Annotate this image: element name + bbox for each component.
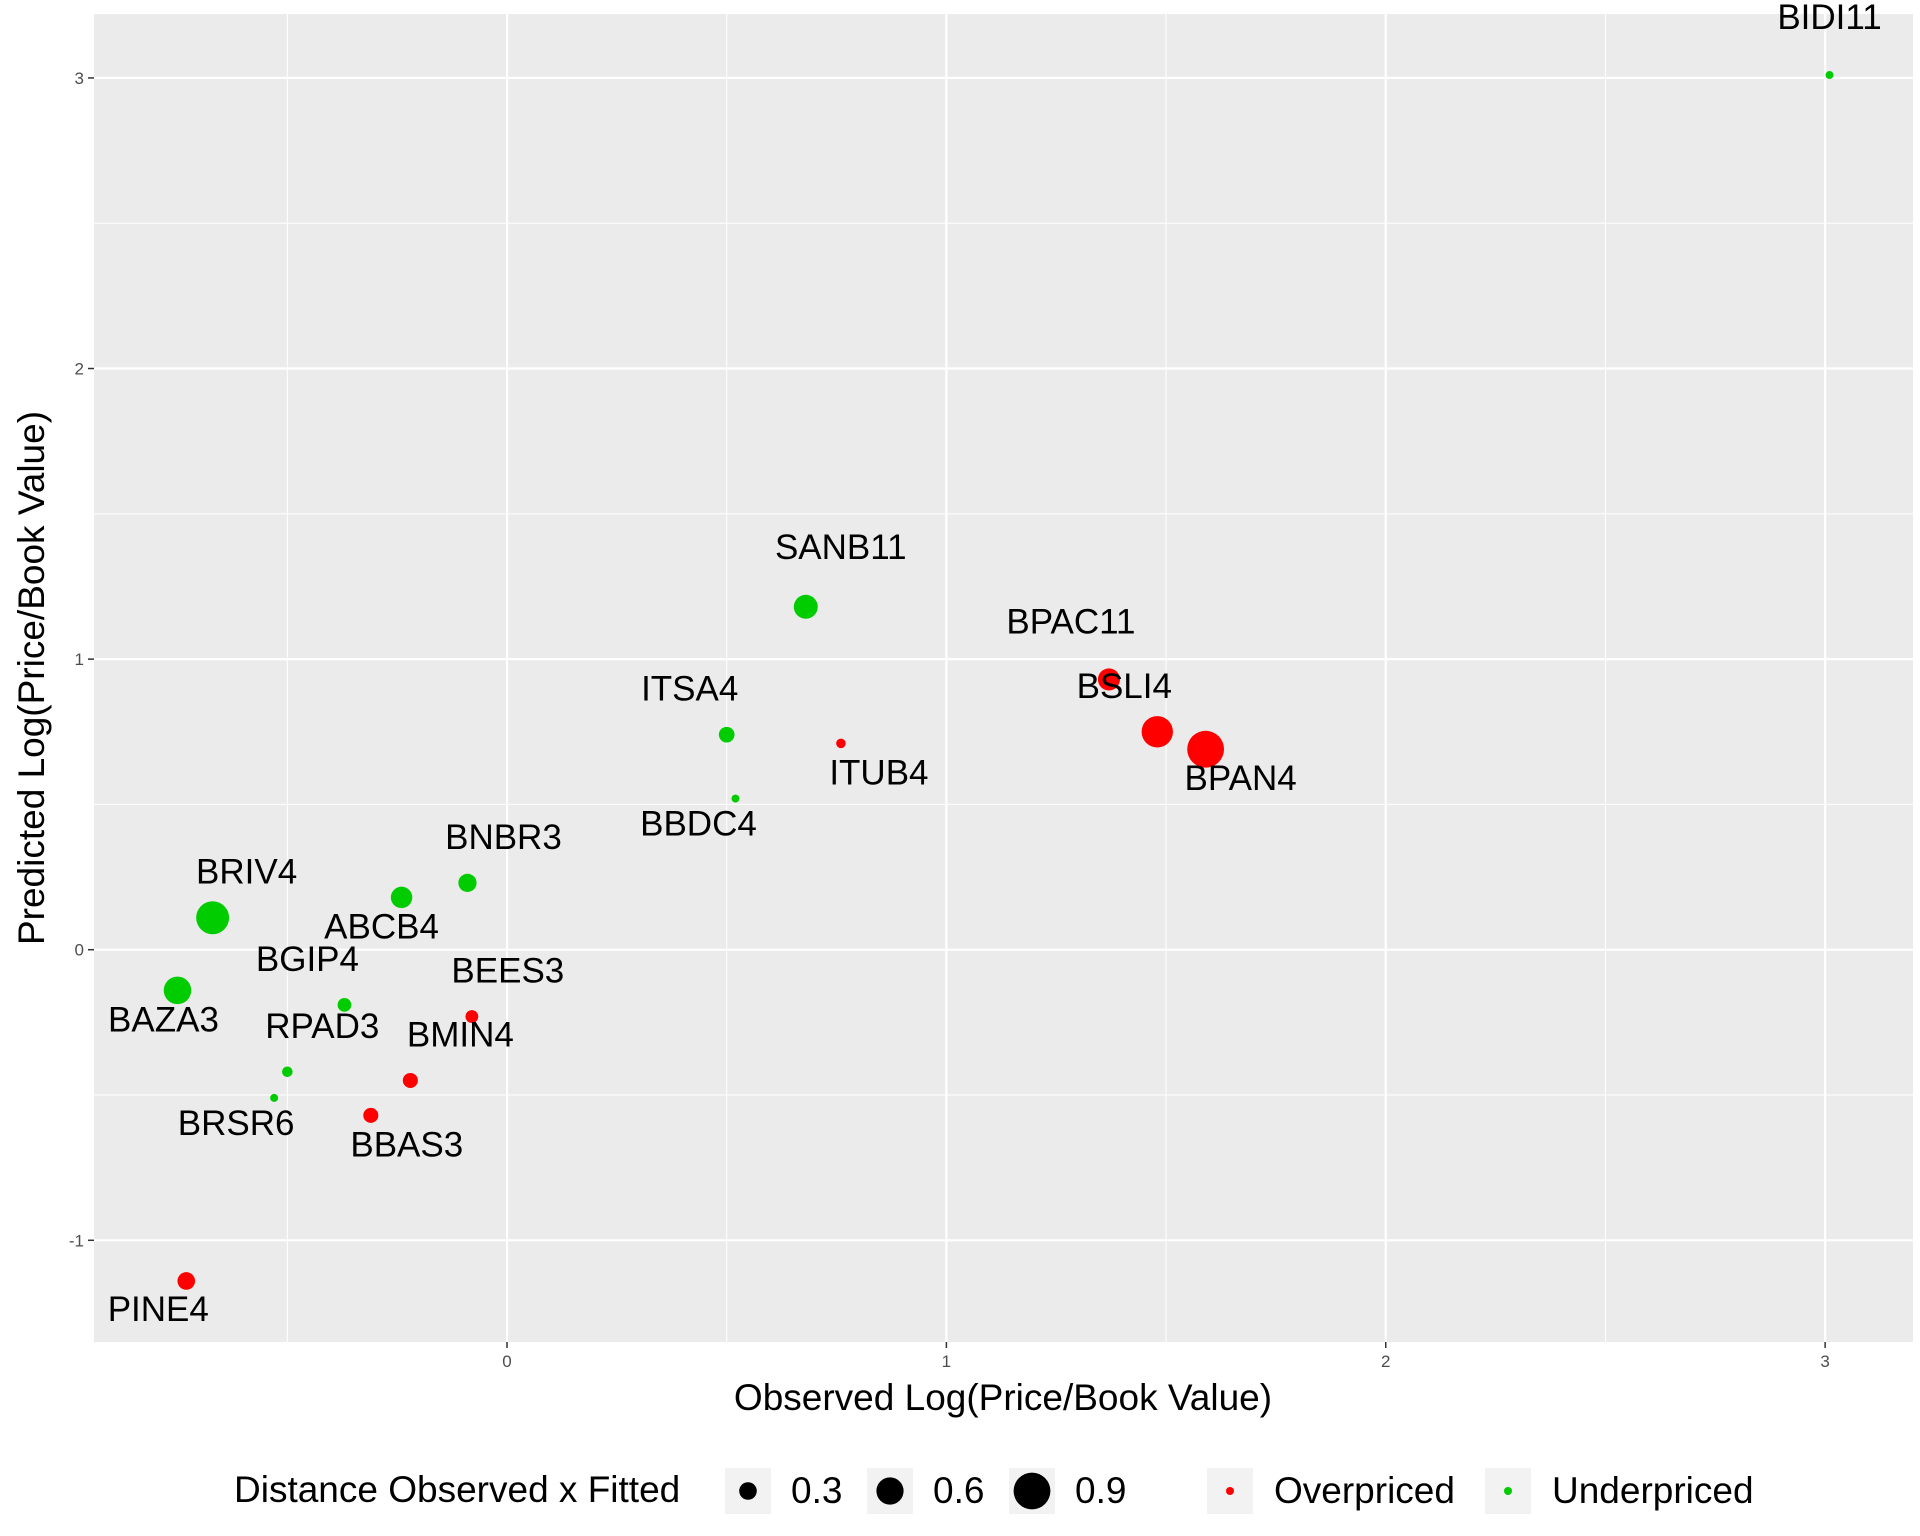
data-point-pine4 <box>177 1272 196 1290</box>
point-label-bsli4: BSLI4 <box>1077 667 1172 706</box>
point-label-abcb4: ABCB4 <box>324 907 439 946</box>
point-label-bees3: BEES3 <box>451 952 564 991</box>
data-point-bsli4 <box>1141 716 1173 748</box>
plot-panel <box>94 14 1913 1342</box>
y-tick-label: 2 <box>75 360 84 379</box>
color-legend-label-underpriced: Underpriced <box>1552 1470 1754 1511</box>
x-axis-ticks: 0 1 2 3 <box>502 1342 1830 1371</box>
data-point-bpan4 <box>1187 730 1225 768</box>
size-legend-label: 0.3 <box>791 1470 842 1511</box>
data-point-itsa4 <box>718 726 735 743</box>
y-tick-label: 0 <box>75 941 84 960</box>
data-point-briv4 <box>196 901 230 935</box>
x-axis-title: Observed Log(Price/Book Value) <box>734 1377 1272 1418</box>
data-points <box>163 71 1834 1290</box>
point-label-baza3: BAZA3 <box>108 1000 219 1039</box>
data-point-bidi11 <box>1825 71 1834 80</box>
point-label-bidi11: BIDI11 <box>1777 0 1881 37</box>
size-legend-label: 0.9 <box>1075 1470 1126 1511</box>
size-legend-key-1 <box>876 1477 904 1505</box>
point-label-bmin4: BMIN4 <box>407 1015 514 1054</box>
data-point-abcb4 <box>390 886 413 909</box>
data-point-baza3 <box>163 976 192 1005</box>
point-label-brsr6: BRSR6 <box>178 1104 295 1143</box>
x-tick-label: 2 <box>1381 1352 1390 1371</box>
x-tick-label: 1 <box>942 1352 951 1371</box>
x-tick-label: 3 <box>1820 1352 1829 1371</box>
size-legend-key-0 <box>739 1482 757 1500</box>
y-axis-ticks: -1 0 1 2 3 <box>69 69 94 1250</box>
data-point-sanb11 <box>793 594 818 619</box>
size-legend-label: 0.6 <box>933 1470 984 1511</box>
data-point-bgip4 <box>337 998 352 1012</box>
data-point-itub4 <box>836 738 846 749</box>
color-legend-label-overpriced: Overpriced <box>1274 1470 1455 1511</box>
y-tick-label: -1 <box>69 1231 84 1250</box>
point-label-bnbr3: BNBR3 <box>445 818 562 857</box>
minor-grid <box>94 14 1913 1342</box>
size-legend-title: Distance Observed x Fitted <box>234 1469 680 1510</box>
color-legend-key-underpriced <box>1504 1487 1512 1495</box>
major-grid <box>94 14 1913 1342</box>
point-label-bbdc4: BBDC4 <box>640 805 757 844</box>
data-point-bmin4 <box>402 1072 418 1088</box>
y-tick-label: 1 <box>75 650 84 669</box>
data-point-bnbr3 <box>458 873 477 892</box>
size-legend-key-2 <box>1013 1472 1051 1510</box>
data-point-bbdc4 <box>731 794 740 803</box>
x-tick-label: 0 <box>502 1352 511 1371</box>
data-point-bpac11 <box>1097 668 1120 691</box>
point-label-rpad3: RPAD3 <box>265 1007 379 1046</box>
point-label-bgip4: BGIP4 <box>256 940 359 979</box>
data-point-brsr6 <box>270 1093 279 1102</box>
point-label-pine4: PINE4 <box>108 1290 209 1329</box>
point-labels: BIDI11 SANB11 BPAC11 BSLI4 BPAN4 ITSA4 ITUB4 BB… <box>108 0 1882 1329</box>
point-label-sanb11: SANB11 <box>775 528 907 567</box>
point-label-briv4: BRIV4 <box>196 853 297 892</box>
legend: Distance Observed x Fitted 0.3 0.6 0.9 O… <box>234 1468 1754 1514</box>
data-point-bees3 <box>465 1010 479 1023</box>
point-label-bpac11: BPAC11 <box>1006 602 1135 641</box>
data-point-rpad3 <box>282 1066 293 1078</box>
point-label-bbas3: BBAS3 <box>350 1125 463 1164</box>
data-point-bbas3 <box>363 1107 379 1123</box>
color-legend-key-overpriced <box>1226 1487 1234 1495</box>
point-label-bpan4: BPAN4 <box>1185 759 1297 798</box>
y-tick-label: 3 <box>75 69 84 88</box>
point-label-itsa4: ITSA4 <box>641 670 738 709</box>
y-axis-title: Predicted Log(Price/Book Value) <box>11 411 52 945</box>
point-label-itub4: ITUB4 <box>829 753 928 792</box>
